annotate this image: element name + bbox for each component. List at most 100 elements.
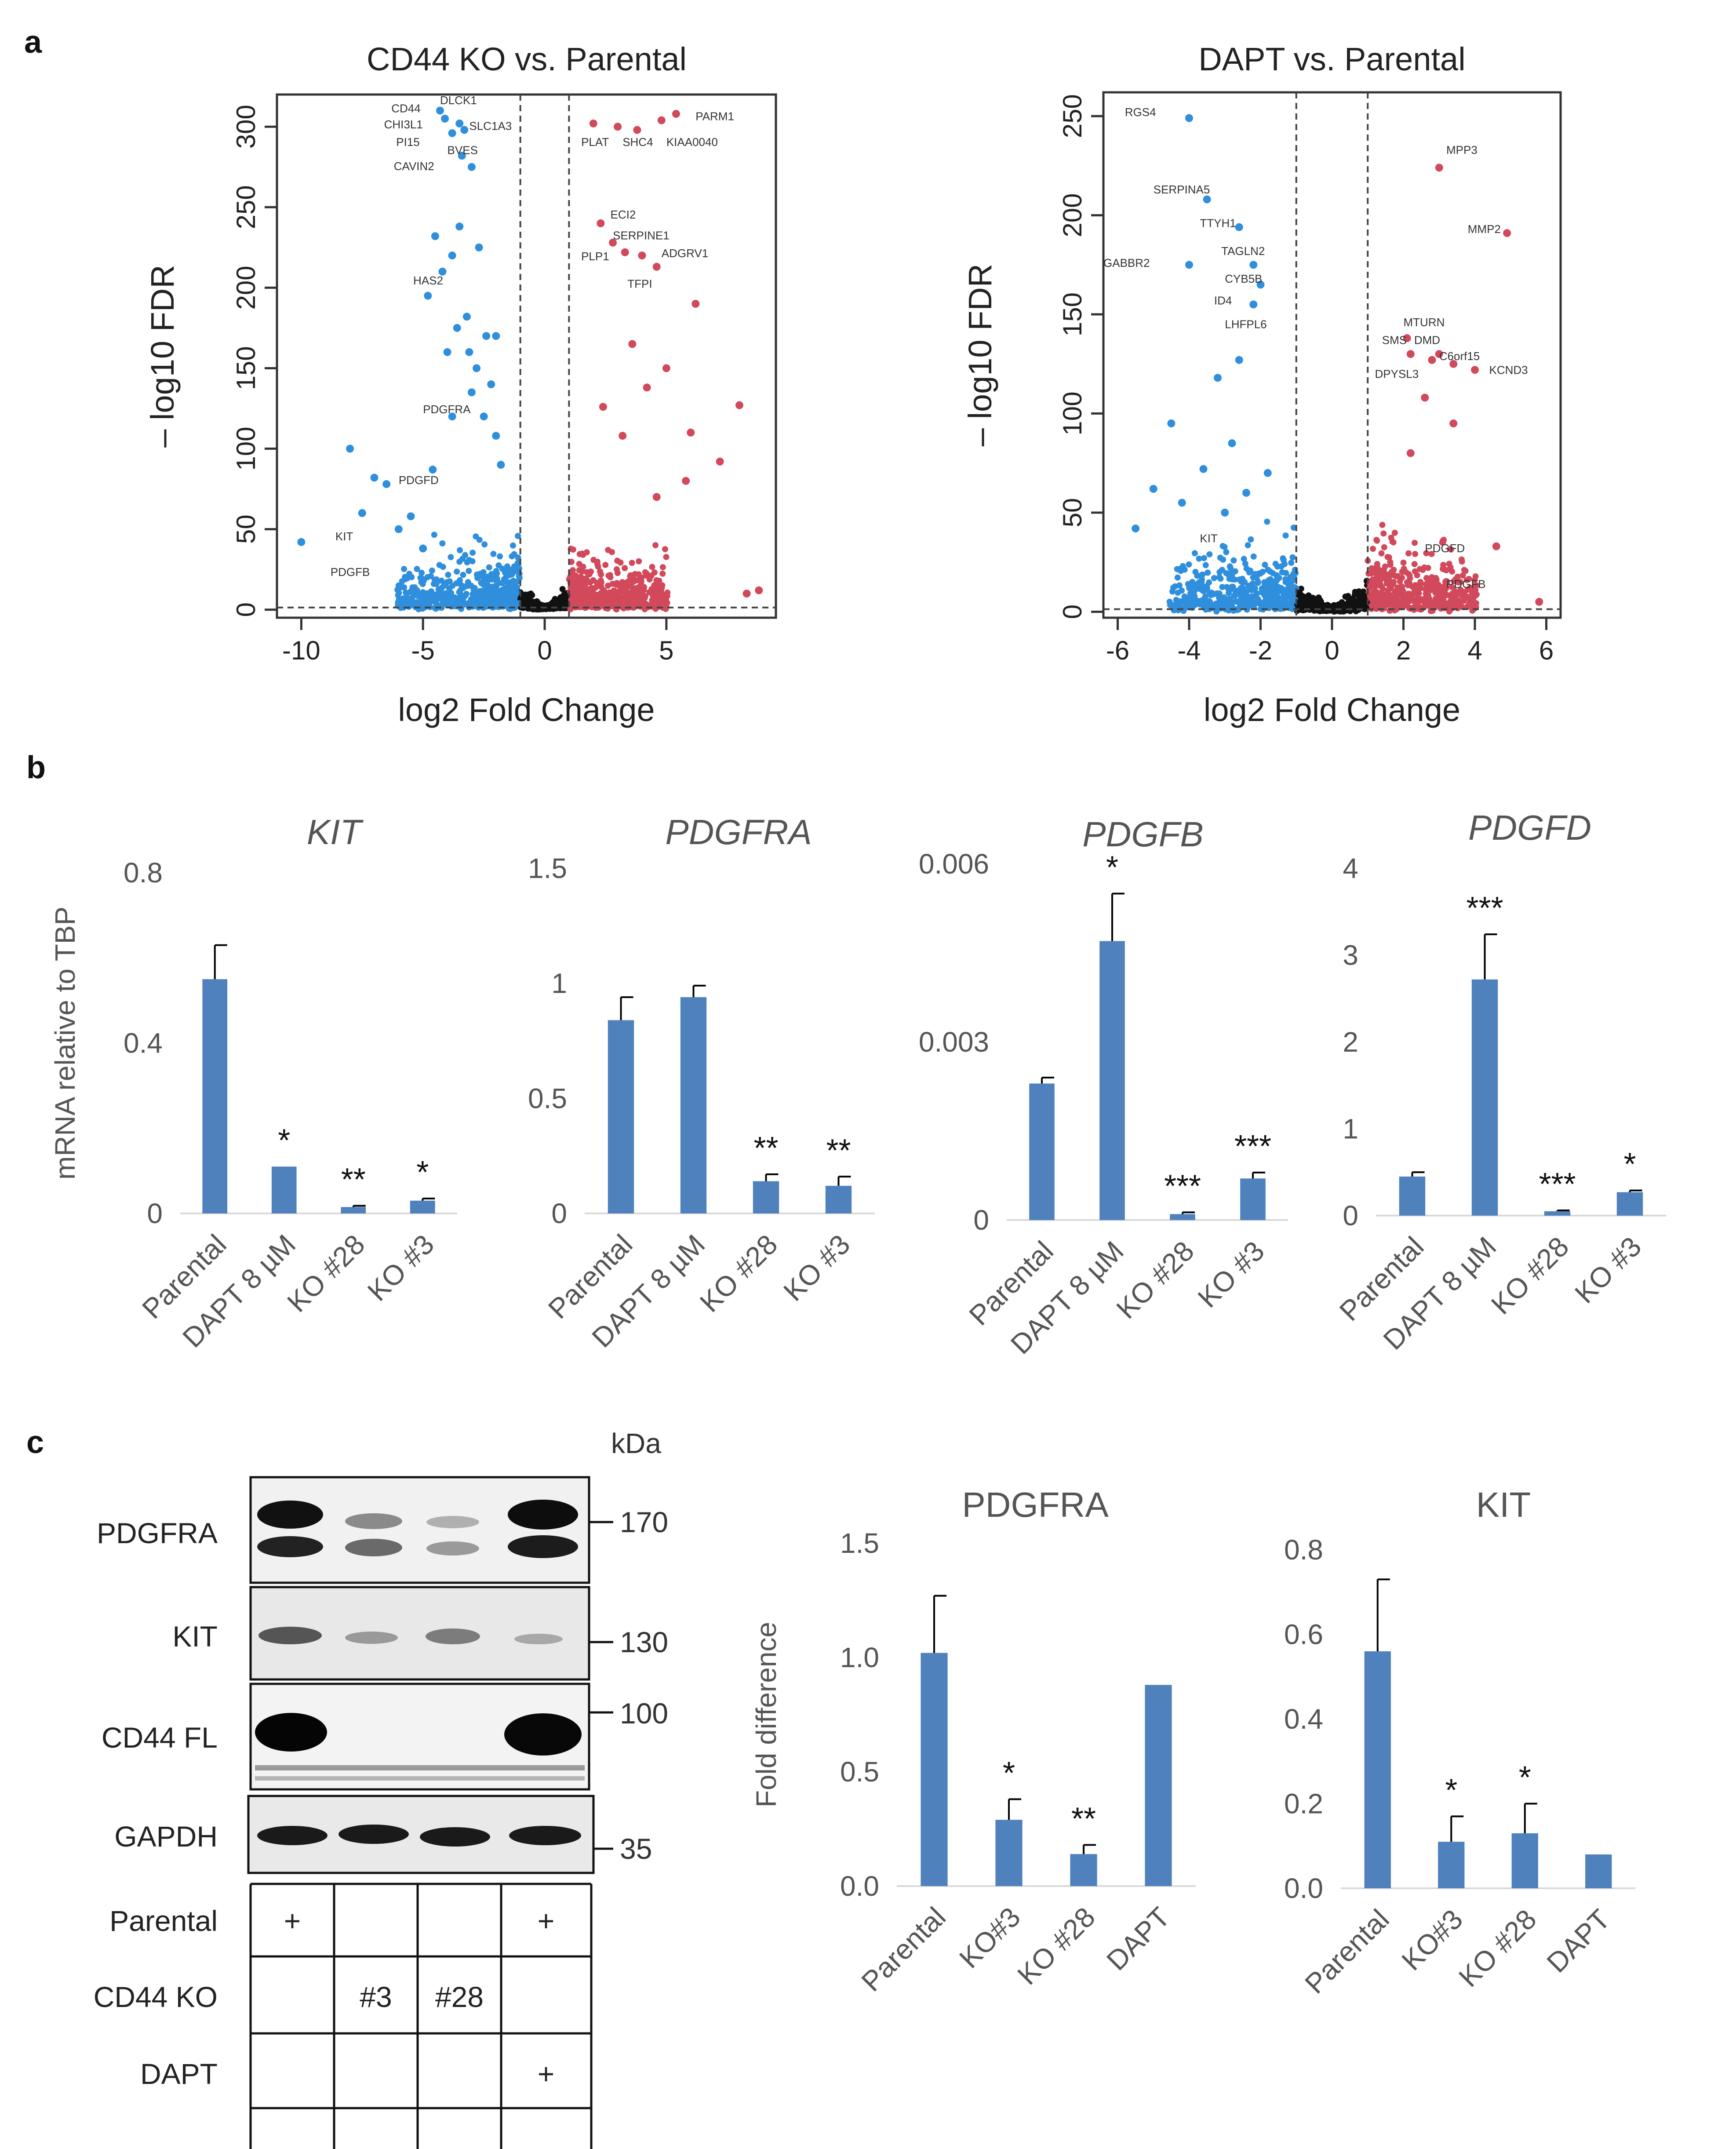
- density-point: [454, 568, 460, 575]
- western-blot: kDa: [94, 1428, 668, 2149]
- density-point: [431, 532, 437, 538]
- density-point: [1205, 605, 1211, 611]
- upregulated-point: [735, 401, 743, 409]
- density-point: [1405, 571, 1412, 577]
- bar: [1145, 1685, 1172, 1886]
- density-point: [476, 536, 483, 543]
- chart-title: CD44 KO vs. Parental: [367, 41, 687, 77]
- density-point: [464, 559, 470, 566]
- density-point: [506, 572, 513, 578]
- density-point: [1414, 587, 1421, 594]
- y-tick-label: 1.5: [528, 852, 567, 884]
- gene-label: MPP3: [1446, 143, 1478, 157]
- band: [255, 1713, 327, 1752]
- gene-label: ADGRV1: [662, 247, 708, 260]
- density-point: [1267, 590, 1274, 596]
- downregulated-point: [370, 474, 378, 482]
- density-point: [448, 603, 455, 610]
- density-point: [1282, 576, 1289, 583]
- density-point: [1245, 583, 1252, 589]
- downregulated-point: [1185, 114, 1193, 122]
- density-point: [1216, 594, 1223, 601]
- density-point: [1199, 576, 1205, 583]
- y-tick-label: 0.4: [124, 1027, 163, 1059]
- density-point: [1191, 550, 1198, 557]
- y-tick-label: 0: [551, 1198, 567, 1229]
- density-point: [1314, 603, 1320, 609]
- density-point: [431, 593, 438, 599]
- density-point: [1423, 575, 1430, 581]
- category-label: KO #28: [1452, 1903, 1542, 1993]
- density-point: [1289, 554, 1296, 561]
- density-point: [445, 572, 451, 578]
- y-tick-label: 250: [231, 185, 261, 229]
- upregulated-point: [672, 109, 680, 118]
- density-point: [433, 581, 440, 587]
- downregulated-point: [1249, 300, 1258, 309]
- cell-cd44ko-2: #3: [360, 1981, 392, 2013]
- bar: [1399, 1176, 1426, 1216]
- density-point: [661, 591, 668, 598]
- density-point: [426, 599, 433, 606]
- density-point: [1448, 546, 1454, 553]
- density-point: [1448, 584, 1455, 590]
- density-point: [499, 590, 506, 596]
- density-point: [621, 586, 627, 593]
- density-point: [414, 587, 420, 594]
- gene-label: GABBR2: [1103, 256, 1150, 270]
- y-tick-label: 1: [551, 968, 567, 999]
- density-point: [1391, 529, 1398, 536]
- density-point: [1387, 593, 1394, 599]
- chart-title: PDGFD: [1468, 808, 1591, 847]
- downregulated-point: [1214, 374, 1222, 382]
- cell-dapt-4: +: [538, 2058, 555, 2090]
- bar: [1029, 1083, 1055, 1220]
- density-point: [1377, 578, 1383, 584]
- y-tick-label: 0: [973, 1204, 989, 1236]
- chart-title: KIT: [307, 812, 364, 852]
- downregulated-point: [460, 126, 469, 134]
- significance-marker: **: [753, 1131, 778, 1166]
- cell-cd44ko-3: #28: [435, 1981, 484, 2013]
- bar: [341, 1207, 366, 1213]
- density-point: [1351, 592, 1358, 598]
- downregulated-point: [358, 509, 366, 517]
- density-point: [1202, 562, 1209, 568]
- downregulated-point: [1242, 488, 1250, 497]
- density-point: [629, 560, 635, 566]
- y-tick-label: 0.0: [1284, 1872, 1323, 1904]
- volcano-plot-cd44ko: CD44 KO vs. Parental CD44 CHI3L1 PI15 CAVIN2…: [144, 41, 777, 728]
- density-point: [1443, 584, 1449, 591]
- x-tick-label: 5: [659, 636, 673, 665]
- density-point: [468, 597, 475, 604]
- density-point: [429, 567, 435, 574]
- density-point: [1282, 532, 1289, 539]
- density-point: [636, 558, 642, 565]
- density-point: [627, 572, 634, 579]
- category-label: KO #28: [1485, 1231, 1575, 1320]
- category-label: Parental: [1299, 1903, 1395, 2000]
- density-point: [1259, 585, 1265, 592]
- upregulated-point: [599, 403, 607, 411]
- density-point: [466, 568, 472, 574]
- category-label: KO #3: [361, 1228, 440, 1307]
- upregulated-point: [1435, 350, 1443, 358]
- density-point: [486, 564, 492, 571]
- y-tick-label: 0: [1058, 605, 1087, 619]
- density-point: [644, 571, 650, 577]
- density-point: [1290, 525, 1297, 531]
- x-tick-label: 6: [1539, 636, 1554, 665]
- plot-frame: [1102, 91, 1562, 619]
- density-point: [579, 568, 585, 575]
- significance-marker: *: [1106, 850, 1118, 885]
- density-point: [656, 577, 662, 584]
- density-point: [1266, 605, 1272, 611]
- density-point: [1390, 579, 1397, 585]
- downregulated-point: [467, 388, 476, 397]
- category-label: KO #28: [1110, 1235, 1200, 1325]
- density-point: [457, 547, 463, 554]
- gene-label: TTYH1: [1200, 217, 1236, 230]
- bar: [608, 1020, 634, 1213]
- density-point: [1460, 597, 1467, 604]
